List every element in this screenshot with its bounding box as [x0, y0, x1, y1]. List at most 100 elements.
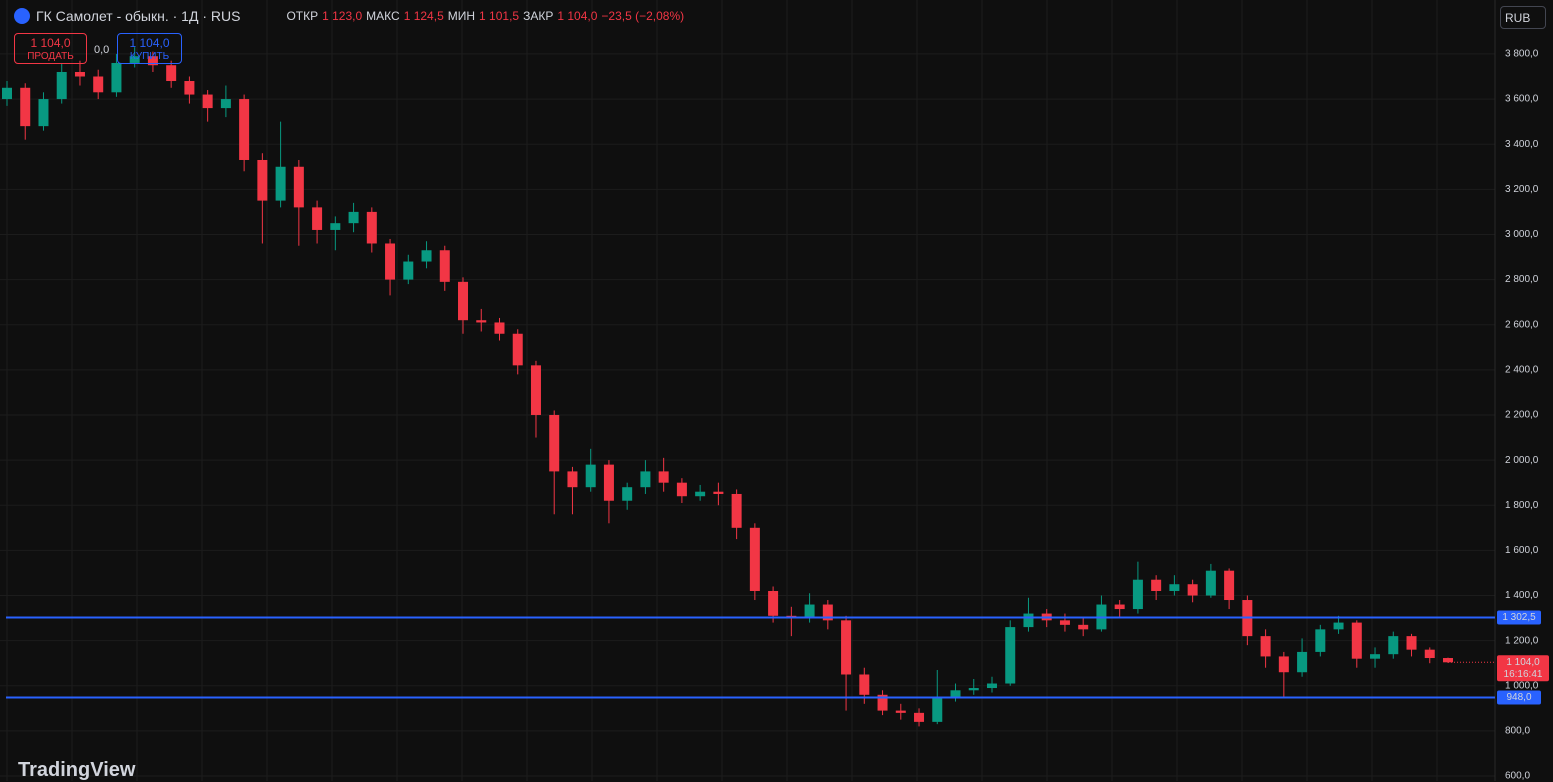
y-tick-label: 2 800,0 — [1505, 274, 1539, 285]
sell-button[interactable]: 1 104,0 ПРОДАТЬ — [14, 33, 87, 64]
ohlc-value: 1 124,5 — [403, 9, 444, 23]
candle-body — [1315, 629, 1326, 652]
candle-body — [147, 56, 158, 66]
ohlc-value: 1 104,0 — [557, 9, 598, 23]
candle-body — [93, 76, 104, 93]
ohlc-label: МИН — [447, 9, 476, 23]
candle-body — [111, 62, 122, 93]
candle-body — [567, 471, 578, 488]
y-tick-label: 1 200,0 — [1505, 635, 1539, 646]
candle-body — [877, 694, 888, 711]
spread: 0,0 — [94, 44, 110, 56]
level-label: 948,0 — [1506, 692, 1531, 703]
candle-body — [184, 81, 195, 95]
candle-body — [74, 71, 85, 77]
candle-body — [1278, 656, 1289, 673]
y-tick-label: 1 600,0 — [1505, 545, 1539, 556]
level-label-bg — [1497, 610, 1541, 625]
candle-body — [986, 683, 997, 689]
candle-body — [603, 464, 614, 501]
candle-body — [1205, 570, 1216, 596]
candle-body — [1005, 627, 1016, 684]
last-price-bg — [1497, 655, 1549, 682]
candle-body — [1406, 636, 1417, 650]
candle-body — [439, 250, 450, 282]
symbol[interactable]: ГК Самолет - обыкн. · 1Д · RUS — [36, 8, 241, 24]
candle-body — [494, 322, 505, 334]
y-tick-label: 3 000,0 — [1505, 229, 1539, 240]
sell-price: 1 104,0 — [30, 36, 71, 50]
y-tick-label: 2 600,0 — [1505, 319, 1539, 330]
candle-body — [822, 604, 833, 621]
candle-body — [549, 414, 560, 472]
candle-body — [403, 261, 414, 280]
candle-body — [2, 87, 12, 100]
candle-body — [932, 697, 943, 722]
ohlc: ОТКР 1 123,0 МАКС 1 124,5 МИН 1 101,5 ЗАКР 1… — [286, 9, 684, 23]
candle-body — [749, 527, 760, 591]
last-price-label: 1 104,0 — [1506, 657, 1540, 668]
candle-body — [129, 56, 140, 63]
candle-body — [804, 604, 815, 619]
countdown: 16:16:41 — [1504, 669, 1543, 680]
y-tick-label: 2 400,0 — [1505, 364, 1539, 375]
candle-body — [841, 620, 852, 675]
candle-body — [1114, 604, 1125, 610]
candle-body — [676, 482, 687, 497]
y-tick-label: 1 000,0 — [1505, 680, 1539, 691]
brand: TradingView — [18, 759, 136, 781]
candle-body — [1187, 584, 1198, 596]
candle-body — [713, 491, 724, 494]
sell-label: ПРОДАТЬ — [27, 51, 74, 62]
candle-body — [731, 493, 742, 528]
candle-body — [1333, 622, 1344, 630]
candle-body — [695, 491, 706, 497]
candle-body — [914, 712, 925, 722]
candle-body — [220, 99, 231, 109]
candle-body — [585, 464, 596, 488]
header: ГК Самолет - обыкн. · 1Д · RUS ОТКР 1 123… — [14, 8, 684, 24]
candle-body — [330, 223, 341, 230]
ohlc-label: ОТКР — [286, 9, 319, 23]
buy-label: КУПИТЬ — [129, 51, 170, 62]
y-tick-label: 600,0 — [1505, 771, 1530, 781]
candle-body — [512, 333, 523, 366]
buy-button[interactable]: 1 104,0 КУПИТЬ — [117, 33, 182, 64]
candle-body — [1424, 649, 1435, 659]
candle-body — [38, 99, 49, 127]
candle-body — [312, 207, 323, 230]
candle-body — [1023, 613, 1034, 628]
y-tick-label: 1 800,0 — [1505, 500, 1539, 511]
candle-body — [1132, 579, 1143, 610]
candle-body — [1169, 584, 1180, 591]
level-label: 1 302,5 — [1502, 612, 1536, 623]
candle-body — [950, 690, 961, 698]
y-tick-label: 2 000,0 — [1505, 455, 1539, 466]
candle-body — [968, 688, 979, 691]
candle-body — [239, 99, 250, 160]
candle-body — [166, 65, 177, 82]
y-tick-label: 800,0 — [1505, 726, 1530, 737]
candle-body — [1351, 622, 1362, 659]
y-tick-label: 2 200,0 — [1505, 410, 1539, 421]
currency-select[interactable]: RUB — [1500, 6, 1546, 29]
candle-body — [476, 320, 487, 323]
candle-body — [20, 87, 31, 127]
ohlc-value: 1 123,0 — [322, 9, 363, 23]
symbol-icon — [14, 8, 30, 24]
ohlc-label: МАКС — [366, 9, 400, 23]
candle-body — [1370, 654, 1381, 659]
candle-body — [293, 166, 304, 208]
candle-body — [421, 250, 432, 262]
ohlc-value: 1 101,5 — [479, 9, 520, 23]
candle-body — [1388, 636, 1399, 655]
candle-body — [1224, 570, 1235, 601]
candle-body — [658, 471, 669, 483]
candle-body — [530, 365, 541, 415]
candle-body — [768, 590, 779, 616]
candle-body — [366, 211, 377, 244]
candle-body — [385, 243, 396, 280]
candle-body — [56, 71, 67, 100]
